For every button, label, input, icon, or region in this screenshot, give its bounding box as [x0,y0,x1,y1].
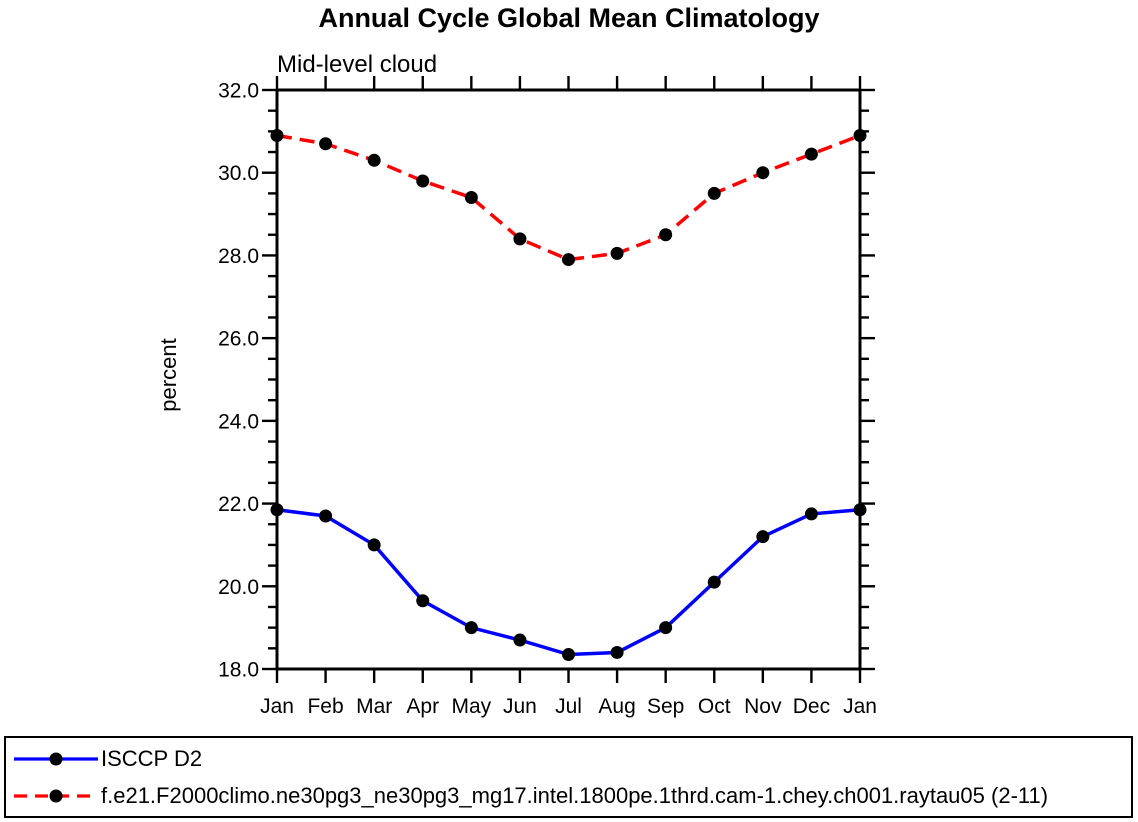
x-tick-label: Dec [793,695,830,718]
legend-sample-solid-blue-line [14,752,98,765]
data-point-marker-series-1 [416,174,430,188]
legend-sample-dashed-red-line [14,789,98,802]
y-tick-label: 28.0 [218,245,259,268]
legend-marker-dot [49,752,63,765]
x-tick-label: Jan [843,695,877,718]
x-tick-label: Feb [307,695,343,718]
data-point-marker-series-1 [513,232,527,246]
data-point-marker-series-1 [853,128,867,142]
plot-border [275,88,862,671]
x-tick-label: Aug [598,695,635,718]
data-point-marker-series-0 [513,633,527,647]
x-tick-label: Nov [744,695,782,718]
data-point-marker-series-1 [319,137,333,151]
x-tick-label: Sep [647,695,684,718]
data-point-marker-series-0 [270,503,284,517]
data-point-marker-series-1 [804,147,818,161]
x-tick-label: Jan [260,695,294,718]
data-point-marker-series-1 [659,228,673,242]
data-point-marker-series-1 [270,128,284,142]
data-point-marker-series-0 [659,621,673,635]
data-point-marker-series-0 [416,594,430,608]
x-tick-label: Apr [406,695,439,718]
series-line-1 [276,133,861,262]
chart-subtitle: Mid-level cloud [277,51,437,78]
x-tick-label: Jul [555,695,582,718]
data-point-marker-series-1 [367,153,381,167]
legend-label-model-run: f.e21.F2000climo.ne30pg3_ne30pg3_mg17.in… [101,782,1049,808]
x-tick-label: Mar [356,695,392,718]
x-tick-label: Oct [698,695,731,718]
legend-box: ISCCP D2 f.e21.F2000climo.ne30pg3_ne30pg… [4,736,1133,818]
data-point-marker-series-1 [562,253,575,267]
data-point-marker-series-0 [319,509,333,523]
data-point-marker-series-1 [707,186,721,200]
y-tick-label: 24.0 [218,410,259,433]
plot-area: Jan Feb Mar Apr May Jun Jul Aug Sep Oct Nov Dec Jan1… [218,76,877,718]
data-point-marker-series-1 [756,166,770,180]
data-point-marker-series-0 [707,575,721,589]
y-tick-label: 32.0 [218,80,259,103]
legend-item-model-run: f.e21.F2000climo.ne30pg3_ne30pg3_mg17.in… [6,777,1131,814]
chart-title: Annual Cycle Global Mean Climatology [318,3,819,33]
data-point-marker-series-1 [610,246,624,260]
data-point-marker-series-0 [562,648,575,662]
y-axis-label: percent [156,338,181,411]
x-tick-label: Jun [503,695,537,718]
data-point-marker-series-0 [853,503,867,517]
y-tick-label: 26.0 [218,328,259,351]
legend-marker-dot [49,789,63,802]
annual-cycle-chart: Annual Cycle Global Mean Climatology Mid… [156,3,877,718]
y-tick-label: 22.0 [218,493,259,516]
legend-label-isccp-d2: ISCCP D2 [101,745,203,771]
data-point-marker-series-1 [464,191,478,205]
data-point-marker-series-0 [367,538,381,552]
y-tick-label: 30.0 [218,162,259,185]
x-tick-label: May [451,695,491,718]
series-line-0 [276,508,861,657]
data-point-marker-series-0 [610,645,624,659]
data-point-marker-series-0 [756,530,770,544]
legend-item-isccp-d2: ISCCP D2 [6,740,1131,777]
data-point-marker-series-0 [464,621,478,635]
y-tick-label: 20.0 [218,576,259,599]
data-point-marker-series-0 [804,507,818,521]
y-tick-label: 18.0 [218,659,259,682]
